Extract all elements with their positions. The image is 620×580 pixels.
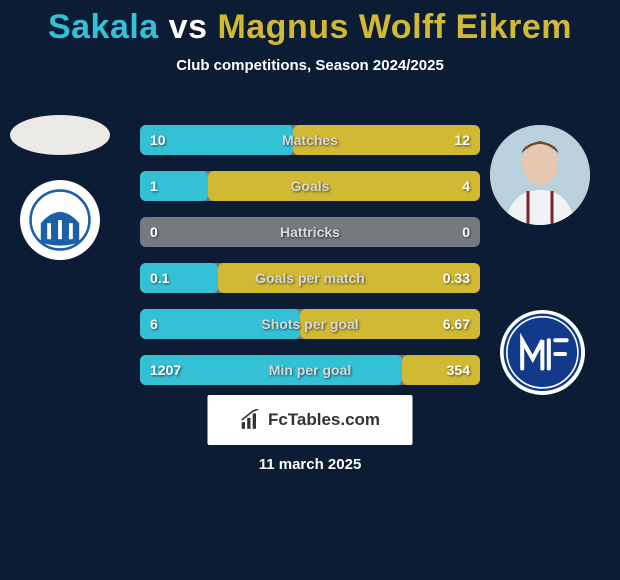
stat-value-left: 6 [150, 316, 158, 332]
stat-value-right: 12 [454, 132, 470, 148]
stat-value-left: 1 [150, 178, 158, 194]
comparison-title: Sakala vs Magnus Wolff Eikrem [0, 0, 620, 47]
stat-value-left: 0 [150, 224, 158, 240]
stat-value-right: 354 [447, 362, 470, 378]
stat-value-left: 1207 [150, 362, 181, 378]
stat-value-left: 0.1 [150, 270, 169, 286]
club-left-logo [20, 180, 100, 260]
club-right-logo [500, 310, 585, 395]
fctables-label: FcTables.com [268, 410, 380, 430]
stats-chart: 10 12 Matches 1 4 Goals 0 0 Hattricks 0.1 0.33 Goal… [140, 125, 480, 401]
fctables-badge[interactable]: FcTables.com [208, 395, 413, 445]
stat-value-left: 10 [150, 132, 166, 148]
stat-value-right: 6.67 [443, 316, 470, 332]
stat-row: 6 6.67 Shots per goal [140, 309, 480, 339]
stat-bar-right [208, 171, 480, 201]
stat-row: 1 4 Goals [140, 171, 480, 201]
player-left-name: Sakala [48, 8, 159, 46]
stat-label: Matches [282, 132, 338, 148]
stat-row: 10 12 Matches [140, 125, 480, 155]
stat-row: 1207 354 Min per goal [140, 355, 480, 385]
stat-label: Goals per match [255, 270, 365, 286]
stat-label: Min per goal [269, 362, 351, 378]
stat-row: 0.1 0.33 Goals per match [140, 263, 480, 293]
stat-value-right: 0 [462, 224, 470, 240]
player-right-photo [490, 125, 590, 225]
title-vs: vs [159, 8, 218, 46]
stat-label: Hattricks [280, 224, 340, 240]
subtitle: Club competitions, Season 2024/2025 [0, 57, 620, 74]
comparison-date: 11 march 2025 [259, 456, 362, 473]
stat-row: 0 0 Hattricks [140, 217, 480, 247]
stat-label: Shots per goal [261, 316, 358, 332]
fctables-icon [240, 409, 262, 431]
player-right-name: Magnus Wolff Eikrem [217, 8, 572, 46]
player-left-photo [10, 115, 110, 155]
stat-value-right: 0.33 [443, 270, 470, 286]
stat-label: Goals [291, 178, 330, 194]
stat-value-right: 4 [462, 178, 470, 194]
